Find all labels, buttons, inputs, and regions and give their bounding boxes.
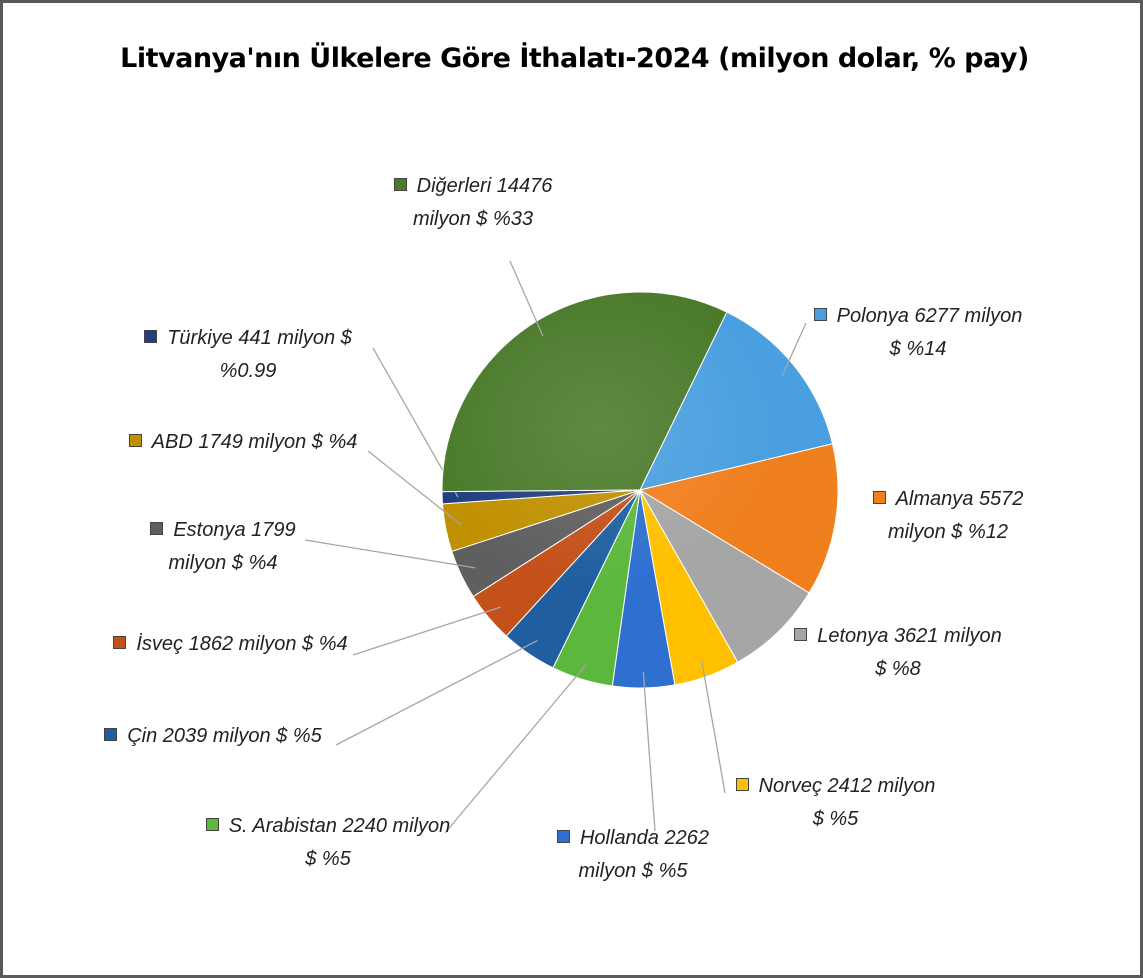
value-label: 2240 milyon $: [305, 815, 451, 870]
data-label: Çin 2039 milyon $ %5: [88, 720, 338, 753]
legend-key: [813, 308, 827, 321]
share-label: %4: [318, 633, 348, 655]
pie-area: [304, 260, 839, 834]
data-label: İsveç 1862 milyon $ %4: [98, 628, 363, 661]
value-label: 14476 milyon $: [412, 175, 553, 230]
category-label: Diğerleri: [416, 175, 492, 197]
share-label: %14: [906, 337, 947, 360]
legend-key: [393, 178, 407, 191]
value-label: 2412 milyon $: [812, 775, 936, 830]
share-label: %5: [321, 847, 351, 870]
category-label: Norveç: [758, 775, 822, 797]
leader-line: [367, 450, 462, 526]
category-label: Estonya: [173, 519, 246, 541]
pie-shine: [421, 271, 779, 589]
legend-key: [794, 628, 808, 641]
category-label: ABD: [151, 431, 193, 453]
category-label: Polonya: [836, 305, 909, 327]
share-label: %33: [493, 207, 534, 230]
category-label: Hollanda: [579, 827, 659, 849]
data-label: ABD 1749 milyon $ %4: [113, 426, 373, 459]
value-label: 5572 milyon $: [887, 488, 1024, 543]
category-label: S. Arabistan: [228, 815, 337, 837]
share-label: %4: [248, 551, 278, 574]
leader-line: [781, 322, 807, 377]
legend-key: [104, 728, 118, 741]
legend-key: [872, 491, 886, 504]
data-label: S. Arabistan 2240 milyon $ %5: [198, 810, 458, 875]
data-label: Norveç 2412 milyon $ %5: [728, 770, 943, 835]
legend-key: [735, 778, 749, 791]
category-label: Almanya: [895, 488, 974, 510]
share-label: %4: [328, 431, 358, 453]
legend-key: [556, 830, 570, 843]
share-label: %5: [292, 725, 322, 747]
value-label: 1749 milyon $: [198, 431, 323, 453]
leader-line: [701, 661, 726, 794]
share-label: %5: [829, 807, 859, 830]
share-label: %12: [968, 520, 1009, 543]
leader-line: [304, 539, 476, 569]
value-label: 3621 milyon $: [875, 625, 1002, 680]
data-label: Hollanda 2262 milyon $ %5: [528, 822, 738, 887]
legend-key: [205, 818, 219, 831]
category-label: Letonya: [817, 625, 889, 647]
value-label: 2039 milyon $: [162, 725, 288, 747]
value-label: 1799 milyon $: [168, 519, 296, 574]
legend-key: [150, 522, 164, 535]
value-label: 2262 milyon $: [578, 827, 709, 882]
value-label: 441 milyon $: [238, 327, 352, 349]
chart-title: Litvanya'nın Ülkelere Göre İthalatı-2024…: [120, 43, 1029, 74]
share-label: %0.99: [219, 359, 277, 382]
data-label: Estonya 1799 milyon $ %4: [128, 514, 318, 579]
leader-line: [352, 606, 501, 656]
leader-line: [335, 639, 538, 746]
category-label: Çin: [127, 725, 158, 747]
data-label: Diğerleri 14476 milyon $ %33: [363, 170, 583, 235]
value-label: 1862 milyon $: [188, 633, 314, 655]
category-label: İsveç: [136, 633, 184, 655]
data-label: Letonya 3621 milyon $ %8: [793, 620, 1003, 685]
data-label: Türkiye 441 milyon $ %0.99: [118, 322, 378, 387]
share-label: %8: [891, 657, 921, 680]
legend-key: [144, 330, 158, 343]
data-label: Almanya 5572 milyon $ %12: [843, 483, 1053, 548]
category-label: Türkiye: [167, 327, 233, 349]
data-label: Polonya 6277 milyon $ %14: [813, 300, 1023, 365]
legend-key: [128, 434, 142, 447]
value-label: 6277 milyon $: [889, 305, 1023, 360]
leader-line: [444, 663, 588, 834]
leader-line: [642, 672, 656, 832]
legend-key: [113, 636, 127, 649]
share-label: %5: [658, 859, 688, 882]
